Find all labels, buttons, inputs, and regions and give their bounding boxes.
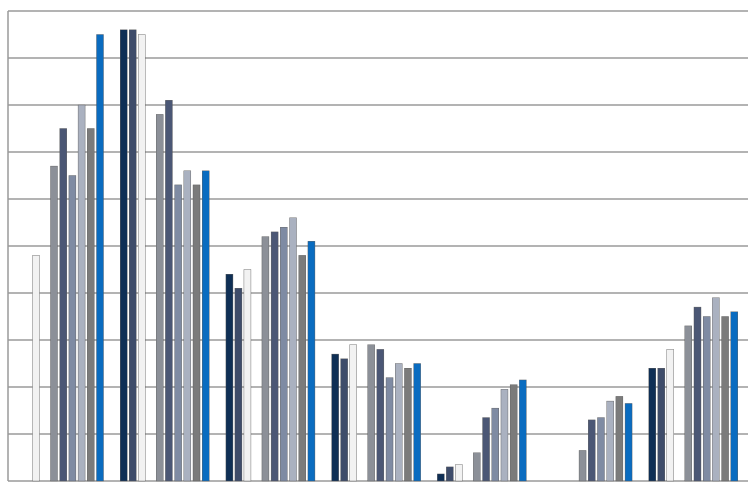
bar [455, 464, 463, 482]
bar [96, 34, 104, 482]
bar [404, 368, 412, 482]
bar [270, 231, 279, 482]
bar [32, 255, 40, 482]
bar [77, 104, 86, 482]
bar [597, 417, 605, 482]
bar [702, 316, 711, 482]
bar [615, 396, 624, 482]
bar [138, 34, 146, 482]
bar [578, 450, 587, 482]
bar [340, 358, 348, 482]
bar [298, 255, 306, 482]
bar [385, 377, 394, 482]
bar [624, 403, 633, 482]
bar [473, 452, 481, 482]
bar [156, 114, 164, 482]
bar [68, 175, 77, 482]
bar [482, 417, 490, 482]
bar [307, 241, 316, 482]
bar [666, 349, 674, 482]
bar [349, 344, 357, 482]
bar [289, 217, 297, 482]
bar [225, 274, 234, 482]
bar [648, 368, 656, 482]
bar [693, 306, 702, 482]
bar [730, 311, 738, 482]
bar [376, 349, 385, 482]
bar [712, 297, 720, 482]
bar [87, 128, 95, 482]
bar [367, 344, 375, 482]
bar [721, 316, 729, 482]
bar [606, 400, 614, 482]
bar [500, 389, 509, 482]
bar [234, 288, 243, 482]
bar [183, 170, 192, 482]
bar [129, 29, 137, 482]
bar [491, 407, 499, 482]
bar [120, 29, 128, 482]
bar [657, 368, 665, 482]
bar [684, 325, 692, 482]
bar [413, 363, 421, 482]
bar [174, 184, 182, 482]
bar [243, 269, 252, 482]
bar [165, 100, 173, 482]
bar [202, 170, 210, 482]
bar [509, 384, 518, 482]
bar [192, 184, 201, 482]
bar [437, 473, 445, 482]
bar [261, 236, 270, 482]
bar [588, 419, 596, 482]
bar [59, 128, 67, 482]
bar [280, 226, 288, 482]
bar [395, 363, 403, 482]
bar [519, 379, 527, 482]
bar [446, 466, 454, 482]
bar [331, 353, 339, 482]
bar [50, 165, 58, 482]
